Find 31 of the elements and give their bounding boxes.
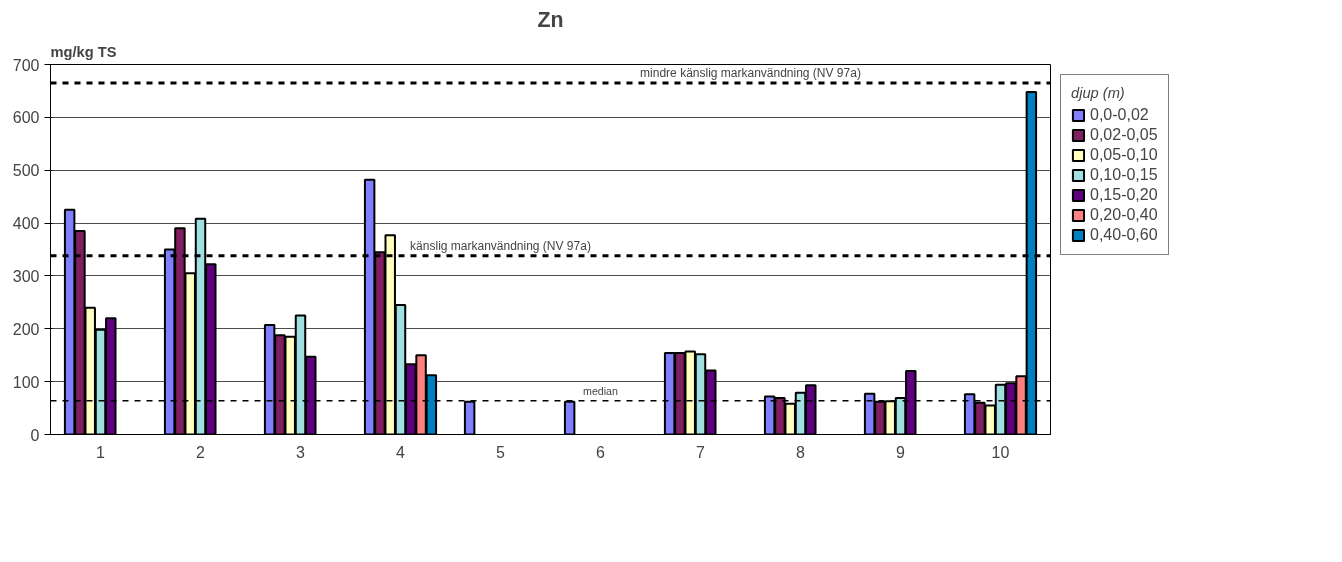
ref-line-label: mindre känslig markanvändning (NV 97a) (640, 66, 861, 80)
legend-label: 0,15-0,20 (1090, 186, 1158, 204)
x-tick-label: 2 (196, 443, 206, 461)
legend-label: 0,02-0,05 (1090, 126, 1158, 144)
chart-title: Zn (537, 7, 564, 32)
legend-label: 0,40-0,60 (1090, 226, 1158, 244)
x-tick-label: 6 (596, 443, 606, 461)
y-tick-label: 0 (30, 426, 40, 444)
ref-line-label: median (583, 384, 619, 397)
y-tick-label: 700 (12, 56, 40, 74)
y-tick-label: 600 (12, 109, 40, 127)
legend-label: 0,05-0,10 (1090, 146, 1158, 164)
legend-title: djup (m) (1071, 85, 1126, 101)
y-tick-label: 400 (12, 215, 40, 233)
y-tick-label: 500 (12, 162, 40, 180)
x-tick-label: 5 (496, 443, 506, 461)
x-tick-label: 4 (396, 443, 406, 461)
y-tick-label: 100 (12, 373, 40, 391)
x-tick-label: 7 (696, 443, 706, 461)
legend-label: 0,20-0,40 (1090, 206, 1158, 224)
legend-label: 0,0-0,02 (1090, 106, 1149, 124)
x-tick-label: 10 (991, 443, 1010, 461)
legend-label: 0,10-0,15 (1090, 166, 1158, 184)
x-tick-label: 3 (296, 443, 306, 461)
x-tick-label: 1 (96, 443, 106, 461)
y-tick-label: 200 (12, 320, 40, 338)
y-tick-label: 300 (12, 267, 40, 285)
ref-line-label: känslig markanvändning (NV 97a) (410, 238, 591, 253)
y-axis-title: mg/kg TS (50, 43, 117, 60)
x-tick-label: 8 (796, 443, 806, 461)
x-tick-label: 9 (896, 443, 906, 461)
